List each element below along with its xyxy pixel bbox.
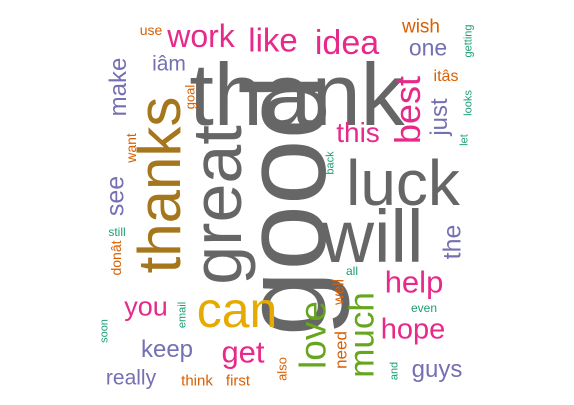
word-even: even (410, 301, 438, 315)
word-work: work (167, 18, 235, 54)
word-best: best (387, 75, 428, 145)
word-back: back (324, 151, 337, 175)
word-you: you (124, 291, 168, 322)
word-use: use (139, 22, 163, 38)
word-get: get (221, 334, 265, 370)
word-dont: donât (108, 240, 124, 276)
word-thanks: thanks (126, 96, 193, 274)
word-email: email (176, 301, 189, 329)
word-and: and (388, 361, 401, 381)
word-wish: wish (401, 16, 441, 38)
word-the: the (438, 224, 467, 260)
word-guys: guys (411, 356, 463, 383)
word-make: make (105, 57, 132, 117)
word-its: itâs (433, 68, 459, 85)
word-need: need (331, 331, 351, 369)
word-first: first (225, 372, 251, 390)
word-still: still (108, 225, 126, 239)
word-want: want (123, 133, 139, 163)
word-one: one (408, 34, 448, 61)
word-luck: luck (346, 147, 460, 219)
word-help: help (384, 264, 444, 300)
word-hope: hope (380, 313, 446, 346)
word-love: love (292, 301, 334, 369)
word-this: this (336, 117, 380, 148)
word-goal: goal (182, 84, 198, 110)
word-getting: getting (462, 24, 475, 58)
word-will: will (320, 195, 424, 278)
word-all: all (345, 264, 359, 278)
word-looks: looks (462, 90, 475, 116)
word-well: well (330, 279, 348, 305)
word-just: just (426, 98, 453, 136)
word-soon: soon (98, 319, 111, 343)
word-idea: idea (314, 24, 380, 62)
word-thank: thank (189, 45, 405, 144)
word-iam: iâm (152, 52, 186, 76)
word-can: can (196, 282, 278, 338)
word-think: think (181, 372, 213, 390)
word-also: also (274, 357, 290, 381)
word-really: really (105, 366, 157, 390)
word-keep: keep (140, 336, 194, 363)
word-see: see (101, 175, 130, 217)
word-like: like (248, 21, 298, 59)
word-let: let (458, 134, 471, 146)
